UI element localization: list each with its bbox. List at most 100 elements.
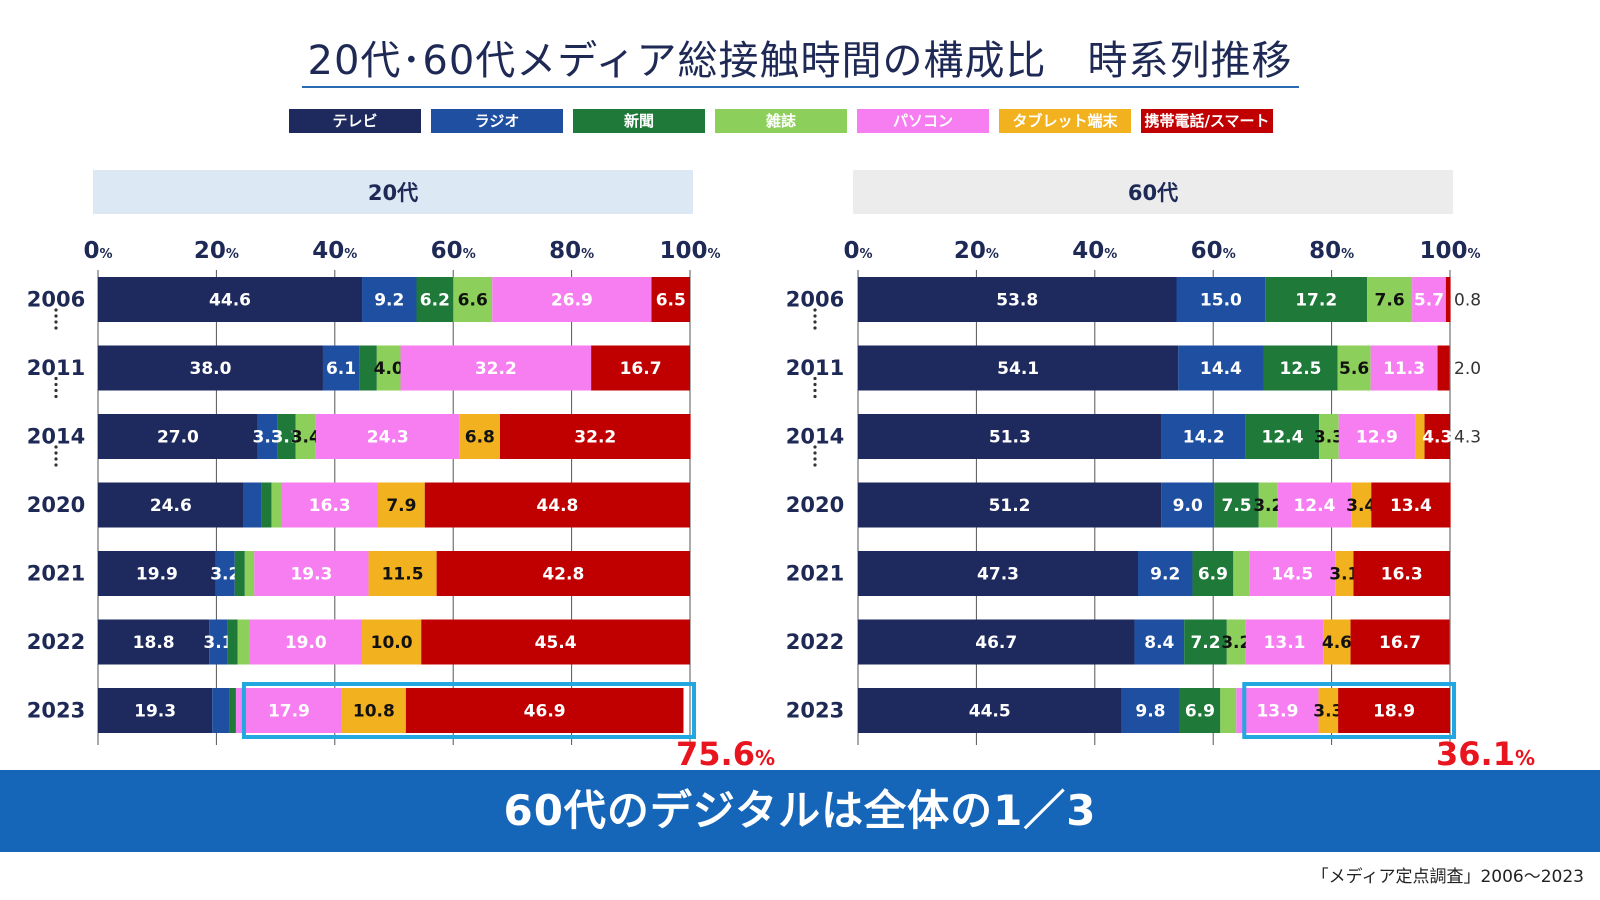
bar-segment-2 bbox=[1214, 482, 1259, 528]
bar-segment-6 bbox=[591, 345, 690, 391]
data-label: 12.9 bbox=[1356, 428, 1398, 448]
bar-segment-4 bbox=[1338, 414, 1416, 459]
bar-segment-0 bbox=[858, 482, 1162, 528]
ellipsis-dot bbox=[54, 388, 58, 393]
ellipsis-dot bbox=[813, 394, 817, 399]
year-label: 2014 bbox=[27, 425, 85, 449]
data-label: 7.6 bbox=[1375, 291, 1405, 311]
bar-segment-0 bbox=[98, 551, 216, 596]
bar-segment-2 bbox=[416, 277, 454, 322]
data-label: 6.6 bbox=[458, 291, 488, 311]
bar-segment-6 bbox=[421, 619, 690, 665]
summary-banner: 60代のデジタルは全体の1／3 bbox=[0, 770, 1600, 852]
bar-segment-4 bbox=[1412, 277, 1446, 322]
bar-segment-5 bbox=[378, 482, 425, 528]
bar-segment-3 bbox=[1233, 551, 1250, 596]
bar-segment-1 bbox=[1134, 619, 1185, 665]
bar-segment-6 bbox=[1371, 482, 1451, 528]
ellipsis-dot bbox=[813, 463, 817, 467]
bar-segment-2 bbox=[1263, 345, 1338, 391]
bar-segment-0 bbox=[858, 414, 1162, 459]
bar-segment-5 bbox=[1335, 551, 1354, 596]
x-tick-label: 80% bbox=[549, 238, 594, 264]
data-label: 3.4 bbox=[291, 428, 321, 448]
data-label: 16.3 bbox=[1381, 565, 1423, 585]
data-label: 17.9 bbox=[268, 702, 310, 722]
data-label: 51.3 bbox=[989, 428, 1031, 448]
data-label: 6.2 bbox=[420, 291, 450, 311]
bar-segment-4 bbox=[281, 482, 379, 528]
year-label: 2011 bbox=[786, 356, 844, 380]
bar-segment-4 bbox=[249, 619, 363, 665]
data-label: 16.7 bbox=[1379, 633, 1421, 653]
data-label: 11.5 bbox=[382, 565, 424, 585]
data-label: 3.1 bbox=[271, 428, 301, 448]
x-tick-label: 20% bbox=[194, 238, 239, 264]
data-label: 3.3 bbox=[1314, 428, 1344, 448]
data-label: 12.4 bbox=[1293, 496, 1335, 516]
bar-segment-1 bbox=[243, 482, 262, 528]
ellipsis-dot bbox=[54, 463, 58, 467]
bar-segment-4 bbox=[1370, 345, 1438, 391]
data-label: 27.0 bbox=[157, 428, 199, 448]
bar-segment-0 bbox=[858, 688, 1122, 733]
bar-segment-2 bbox=[1265, 277, 1368, 322]
data-label: 24.6 bbox=[150, 496, 192, 516]
year-label: 2021 bbox=[786, 562, 844, 586]
ellipsis-dot bbox=[813, 326, 817, 330]
data-label: 7.2 bbox=[1190, 633, 1220, 653]
year-label: 2011 bbox=[27, 356, 85, 380]
bar-segment-6 bbox=[424, 482, 690, 528]
data-label: 7.9 bbox=[386, 496, 416, 516]
bar-segment-3 bbox=[271, 482, 282, 528]
data-label: 3.2 bbox=[1253, 496, 1283, 516]
data-label: 12.5 bbox=[1280, 359, 1322, 379]
bar-segment-1 bbox=[1138, 551, 1193, 596]
bar-segment-4 bbox=[254, 551, 369, 596]
bar-segment-2 bbox=[277, 414, 296, 459]
data-label: 3.2 bbox=[1221, 633, 1251, 653]
x-tick-label: 60% bbox=[1191, 238, 1236, 264]
digital-share-total: 75.6% bbox=[676, 735, 775, 773]
bar-segment-5 bbox=[368, 551, 437, 596]
bar-segment-5 bbox=[459, 414, 500, 459]
bar-segment-0 bbox=[98, 277, 363, 322]
digital-share-total: 36.1% bbox=[1436, 735, 1535, 773]
data-label: 8.4 bbox=[1144, 633, 1174, 653]
data-label: 44.5 bbox=[969, 702, 1011, 722]
legend-item-newspaper: 新聞 bbox=[572, 108, 706, 134]
bar-segment-0 bbox=[98, 414, 258, 459]
bar-segment-3 bbox=[1319, 414, 1339, 459]
bar-segment-1 bbox=[215, 551, 235, 596]
x-tick-label: 60% bbox=[431, 238, 476, 264]
bar-segment-1 bbox=[322, 345, 360, 391]
bar-segment-5 bbox=[1415, 414, 1425, 459]
data-label: 9.0 bbox=[1173, 496, 1203, 516]
bar-segment-3 bbox=[1226, 619, 1246, 665]
ellipsis-dot bbox=[54, 445, 58, 449]
ellipsis-dot bbox=[813, 457, 817, 461]
data-label: 9.2 bbox=[374, 291, 404, 311]
data-label: 6.5 bbox=[656, 291, 686, 311]
data-label: 13.9 bbox=[1256, 702, 1298, 722]
x-tick-label: 100% bbox=[659, 238, 720, 264]
bar-segment-6 bbox=[1437, 345, 1450, 391]
data-label: 15.0 bbox=[1200, 291, 1242, 311]
data-label: 12.4 bbox=[1261, 428, 1303, 448]
legend-item-tablet: タブレット端末 bbox=[998, 108, 1132, 134]
data-label: 26.9 bbox=[551, 291, 593, 311]
data-label: 19.0 bbox=[285, 633, 327, 653]
bar-segment-4 bbox=[1245, 619, 1324, 665]
bar-segment-6 bbox=[436, 551, 690, 596]
data-label-outside: 2.0 bbox=[1454, 359, 1481, 379]
bar-segment-6 bbox=[1350, 619, 1450, 665]
bar-segment-0 bbox=[858, 551, 1139, 596]
legend-item-smartphone: 携帯電話/スマートフォン bbox=[1140, 108, 1274, 154]
data-label: 4.6 bbox=[1322, 633, 1352, 653]
bar-segment-1 bbox=[362, 277, 417, 322]
bar-segment-6 bbox=[1353, 551, 1450, 596]
data-label: 42.8 bbox=[542, 565, 584, 585]
page-title: 20代･60代メディア総接触時間の構成比 時系列推移 bbox=[0, 28, 1600, 88]
data-label: 32.2 bbox=[574, 428, 616, 448]
data-label: 38.0 bbox=[190, 359, 232, 379]
